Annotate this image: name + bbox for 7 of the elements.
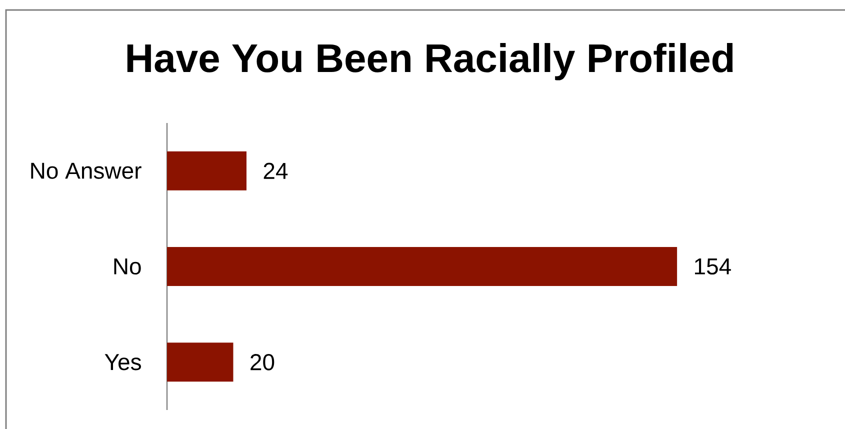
data-label: 154	[695, 258, 731, 275]
y-tick-label: No Answer	[31, 162, 142, 179]
data-label: 20	[250, 354, 274, 370]
y-tick-label: No	[114, 258, 141, 275]
chart-title: Have You Been Racially Profiled	[127, 43, 733, 80]
data-label: 24	[264, 162, 288, 179]
y-tick-label: Yes	[104, 354, 141, 370]
